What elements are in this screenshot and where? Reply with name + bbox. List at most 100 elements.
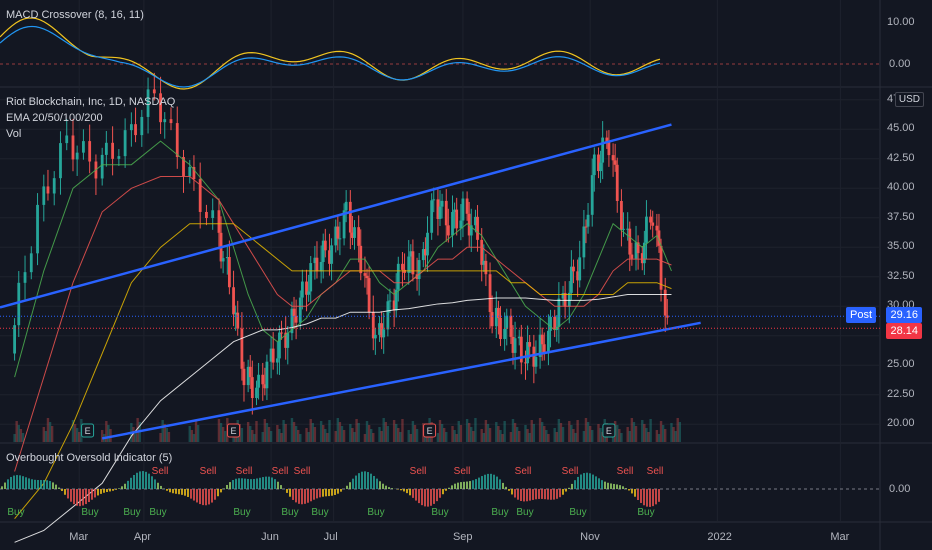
candle-body [640, 253, 644, 264]
candle-body [17, 282, 21, 326]
earnings-marker [81, 423, 95, 438]
buy-signal: Buy [7, 507, 24, 518]
volume-bar [17, 425, 20, 442]
volume-bar [269, 431, 273, 442]
volume-bar [15, 421, 18, 442]
time-tick: Jul [323, 531, 338, 543]
currency-button[interactable]: USD [894, 92, 924, 107]
post-label: Post [845, 307, 876, 323]
earnings-marker-label: E [606, 426, 612, 436]
candle-body [388, 300, 392, 302]
volume-bar [618, 429, 621, 442]
candle-body [265, 361, 269, 389]
volume-bar [482, 433, 485, 442]
volume-bar [221, 427, 225, 442]
volume-bar [217, 419, 221, 442]
volume-bar [280, 433, 283, 442]
candle-body [415, 274, 419, 279]
candle-body [511, 336, 515, 353]
candle-body [334, 226, 338, 246]
volume-bar [407, 430, 410, 442]
candle-body [159, 93, 162, 123]
volume-bar [255, 421, 258, 442]
volume-bar [457, 421, 460, 442]
volume-bar [643, 424, 646, 442]
earnings-marker [423, 423, 437, 438]
time-tick: Apr [133, 531, 151, 543]
earnings-marker-label: E [427, 426, 433, 436]
volume-bar [46, 418, 50, 442]
volume-bar [568, 421, 571, 442]
volume-bar [365, 421, 369, 442]
volume-bar [353, 432, 356, 442]
volume-bar [582, 431, 586, 442]
price-tick: 35.00 [887, 240, 915, 253]
volume-bar [540, 422, 544, 442]
buy-signal: Buy [311, 507, 328, 518]
volume-bar [543, 426, 546, 442]
candle-body [503, 328, 507, 339]
volume-bar [503, 421, 506, 442]
buy-signal: Buy [367, 507, 384, 518]
volume-bar [284, 424, 287, 442]
price-tick: 42.50 [887, 151, 915, 164]
volume-bar [290, 418, 294, 442]
candle-body [123, 130, 127, 157]
candle-body [651, 222, 655, 226]
candle-body [465, 198, 469, 214]
price-tick: 32.50 [887, 269, 915, 282]
candle-body [569, 266, 573, 293]
volume-bar [465, 419, 469, 442]
price-tick: 25.00 [887, 358, 915, 371]
candle-body [169, 119, 173, 124]
volume-bar [372, 433, 375, 442]
volume-bar [553, 428, 556, 442]
candle-body [129, 124, 133, 131]
sell-signal: Sell [410, 466, 427, 477]
candle-body [232, 287, 235, 315]
volume-bar [384, 422, 387, 442]
volume-bar [296, 430, 300, 442]
candle-body [659, 245, 663, 290]
volume-bar [440, 424, 444, 442]
candle-body [582, 226, 586, 258]
volume-bar [100, 430, 104, 442]
macd-tick: 10.00 [887, 16, 915, 28]
volume-bar [628, 431, 631, 442]
volume-bar [616, 425, 619, 442]
volume-bar [515, 427, 519, 442]
candle-body [59, 143, 62, 179]
candle-body [519, 336, 523, 363]
buy-signal: Buy [233, 507, 250, 518]
volume-bar [526, 429, 529, 442]
candle-body [111, 142, 115, 159]
ema-legend: EMA 20/50/100/200 [6, 112, 103, 124]
volume-bar [311, 423, 314, 442]
candle-body [538, 334, 542, 357]
candle-body [261, 374, 265, 385]
candle-body [645, 216, 648, 243]
ema-line [14, 140, 672, 378]
volume-bar [647, 432, 650, 442]
candle-body [52, 178, 56, 194]
candle-body [642, 242, 646, 264]
candle-body [42, 186, 46, 205]
candle-body [626, 228, 630, 230]
volume-bar [497, 426, 500, 442]
sell-signal: Sell [272, 466, 289, 477]
volume-bar [349, 424, 352, 442]
volume-bar [634, 426, 638, 442]
candle-body [634, 242, 638, 259]
candle-body [371, 312, 375, 339]
volume-bar [455, 434, 458, 442]
volume-bar [334, 431, 337, 442]
candle-body [278, 332, 281, 359]
candle-body [250, 377, 254, 399]
candle-body [505, 315, 509, 329]
volume-bar [470, 427, 473, 442]
volume-bar [509, 432, 513, 442]
candle-body [401, 263, 404, 270]
candle-body [348, 201, 352, 233]
volume-bar [21, 433, 25, 442]
